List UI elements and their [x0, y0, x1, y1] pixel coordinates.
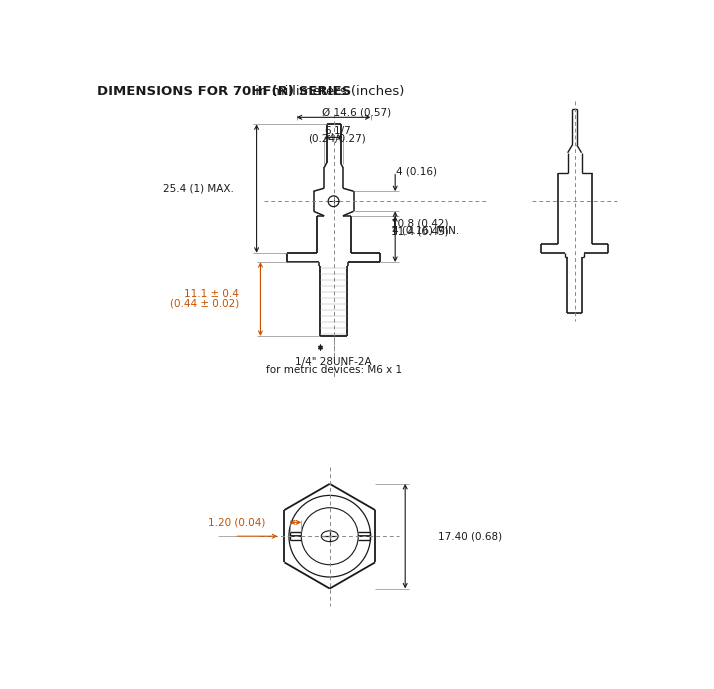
Text: 25.4 (1) MAX.: 25.4 (1) MAX.	[163, 183, 233, 194]
Text: (0.44 ± 0.02): (0.44 ± 0.02)	[170, 298, 239, 309]
Text: for metric devices: M6 x 1: for metric devices: M6 x 1	[266, 365, 402, 375]
Text: 11.1 ± 0.4: 11.1 ± 0.4	[184, 289, 239, 300]
Text: 4 (0.16) MIN.: 4 (0.16) MIN.	[393, 225, 460, 236]
Text: DIMENSIONS FOR 70HF(R) SERIES: DIMENSIONS FOR 70HF(R) SERIES	[97, 85, 351, 98]
Text: 4 (0.16): 4 (0.16)	[396, 167, 437, 177]
Text: Ø 14.6 (0.57): Ø 14.6 (0.57)	[322, 107, 391, 118]
Text: 6.1/7: 6.1/7	[324, 126, 351, 136]
Text: 1/4" 28UNF-2A: 1/4" 28UNF-2A	[296, 357, 372, 367]
Text: (0.24/0.27): (0.24/0.27)	[308, 133, 366, 143]
Text: 17.40 (0.68): 17.40 (0.68)	[438, 531, 502, 542]
Text: 1.20 (0.04): 1.20 (0.04)	[208, 517, 265, 527]
Text: 10.8 (0.42): 10.8 (0.42)	[391, 218, 448, 229]
Text: in millimeters (inches): in millimeters (inches)	[251, 85, 405, 98]
Text: 11.4 (0.45): 11.4 (0.45)	[391, 226, 448, 236]
